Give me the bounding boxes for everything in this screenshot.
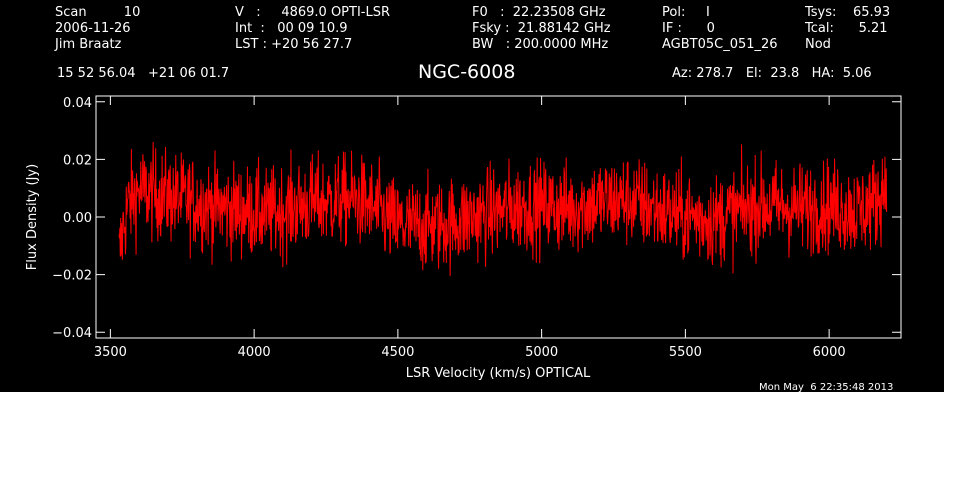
integration-label: Int : 00 09 10.9 — [235, 21, 348, 36]
x-axis: 3500 4000 4500 5000 5500 6000 — [94, 96, 846, 360]
spectrum-line — [118, 142, 888, 276]
bandwidth-label: BW : 200.0000 MHz — [472, 37, 609, 52]
if-label: IF : 0 — [662, 21, 715, 36]
az-el-ha-label: Az: 278.7 El: 23.8 HA: 5.06 — [672, 66, 872, 81]
timestamp: Mon May 6 22:35:48 2013 — [759, 382, 894, 393]
plot-frame — [95, 95, 902, 339]
scan-label: Scan 10 — [55, 5, 141, 20]
y-tick-label: −0.02 — [52, 269, 92, 284]
spectrum-trace — [118, 142, 888, 276]
spectrum-chart: 3500 4000 4500 5000 5500 6000 −0.04 −0.02 0.00 0… — [25, 95, 902, 381]
y-tick-label: 0.02 — [63, 153, 92, 168]
x-tick-label: 6000 — [813, 345, 846, 360]
x-axis-label: LSR Velocity (km/s) OPTICAL — [406, 366, 591, 381]
observer-label: Jim Braatz — [55, 37, 122, 52]
y-tick-label: 0.00 — [63, 211, 92, 226]
mode-label: Nod — [805, 37, 831, 52]
x-tick-label: 3500 — [94, 345, 127, 360]
y-tick-label: −0.04 — [52, 326, 92, 341]
y-tick-label: 0.04 — [63, 96, 92, 111]
sky-frequency-label: Fsky : 21.88142 GHz — [472, 21, 611, 36]
polarization-label: Pol: I — [662, 5, 710, 20]
date-label: 2006-11-26 — [55, 21, 131, 36]
x-tick-label: 5000 — [525, 345, 558, 360]
x-tick-label: 4500 — [381, 345, 414, 360]
x-tick-label: 4000 — [238, 345, 271, 360]
chart-title: NGC-6008 — [418, 61, 516, 83]
tcal-label: Tcal: 5.21 — [805, 21, 888, 36]
source-coordinates: 15 52 56.04 +21 06 01.7 — [57, 66, 230, 81]
spectrum-panel: Scan 10 2006-11-26 Jim Braatz V : 4869.0… — [0, 0, 944, 393]
rest-frequency-label: F0 : 22.23508 GHz — [472, 5, 606, 20]
velocity-label: V : 4869.0 OPTI-LSR — [235, 5, 391, 20]
tsys-label: Tsys: 65.93 — [805, 5, 891, 20]
y-axis-label: Flux Density (Jy) — [25, 164, 40, 270]
x-tick-label: 5500 — [669, 345, 702, 360]
project-label: AGBT05C_051_26 — [662, 37, 778, 52]
y-axis: −0.04 −0.02 0.00 0.02 0.04 — [52, 96, 901, 341]
lst-label: LST : +20 56 27.7 — [235, 37, 353, 52]
